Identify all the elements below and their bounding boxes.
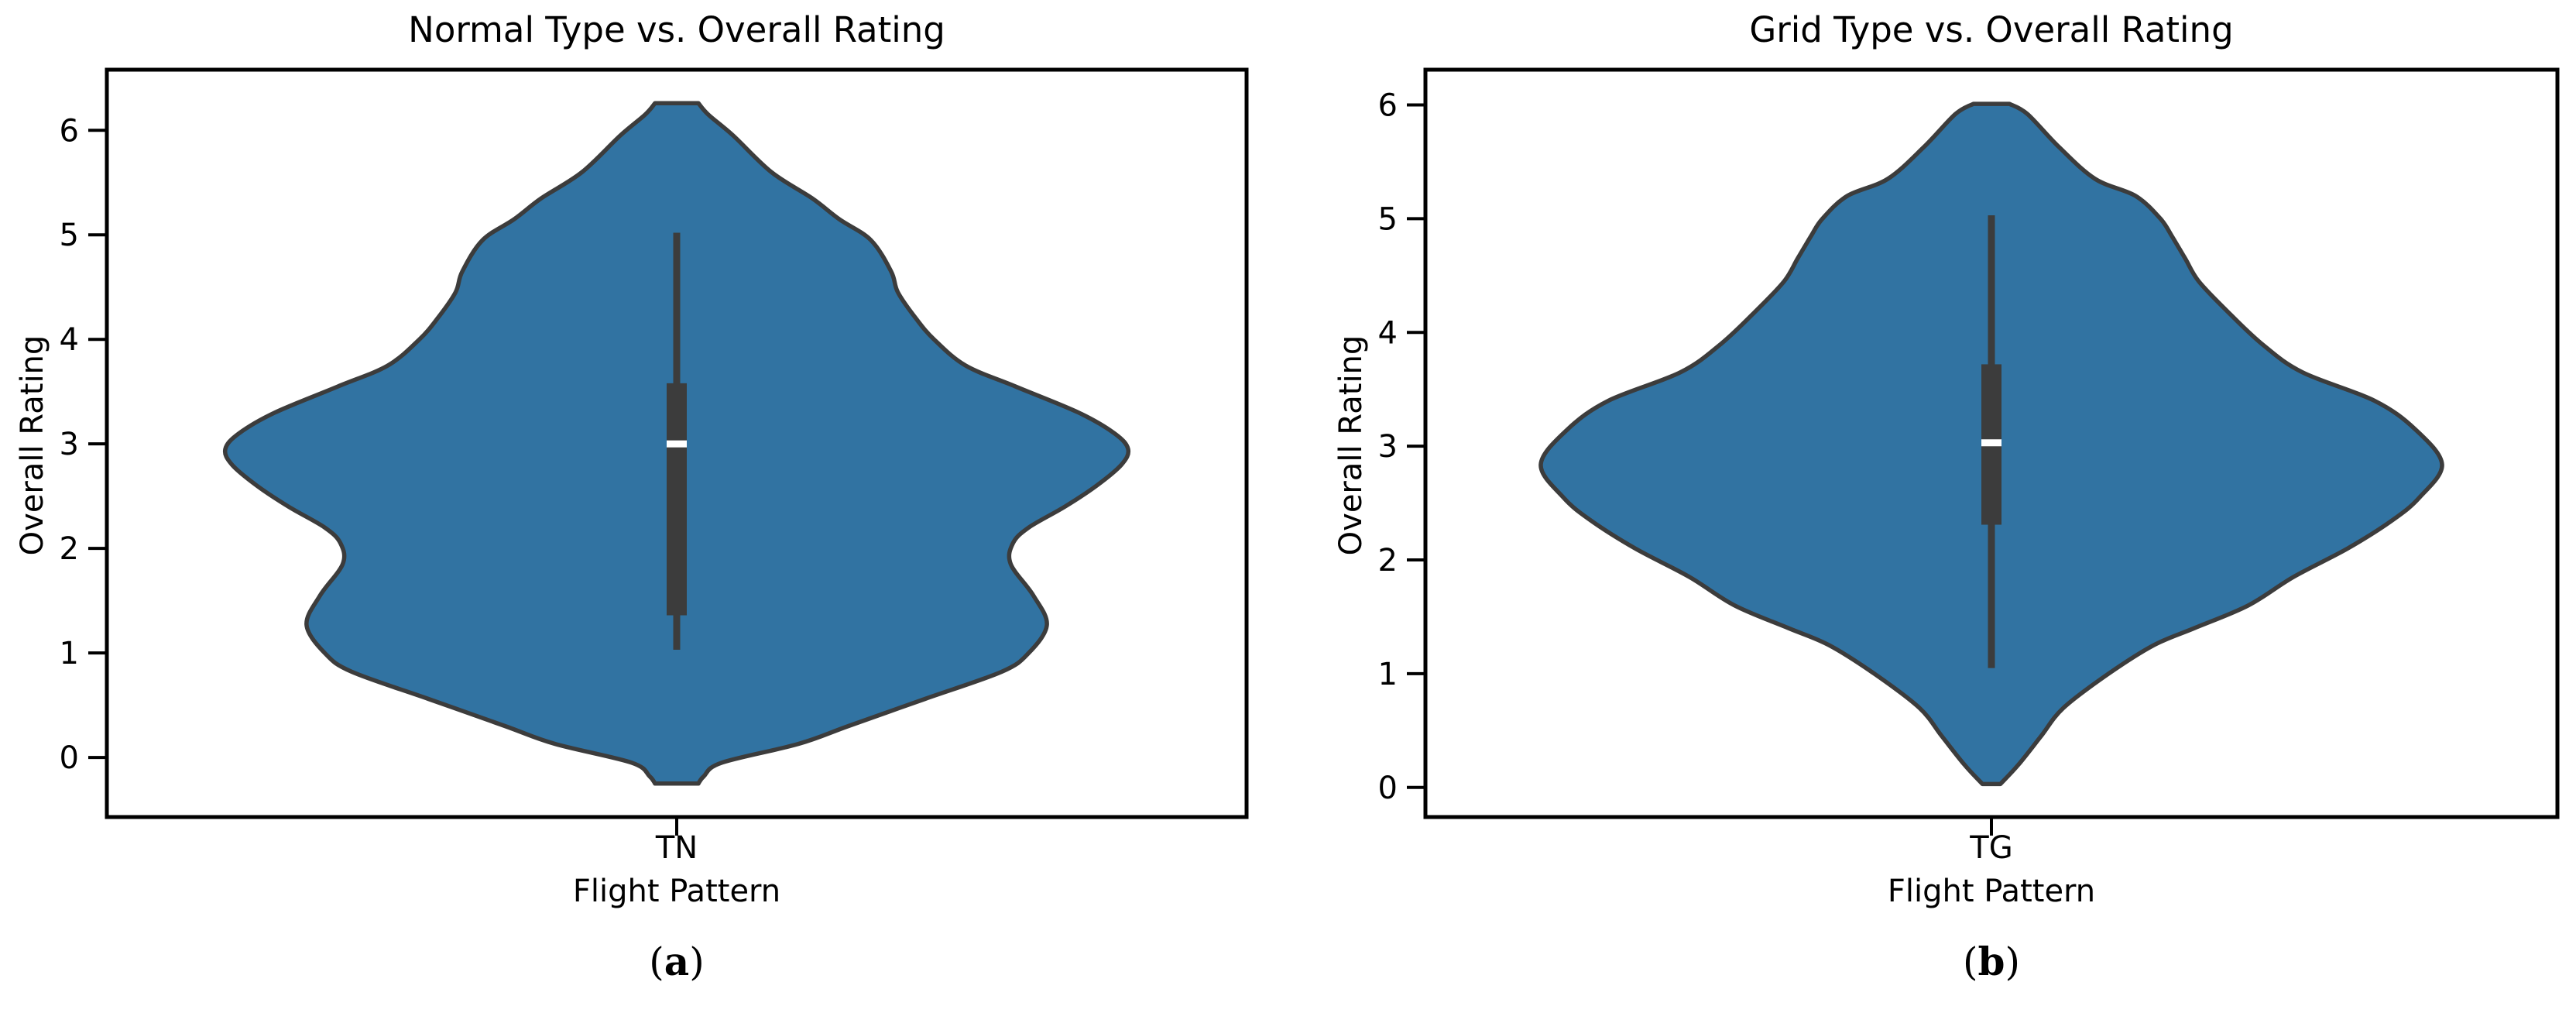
y-tick-label: 6: [60, 113, 79, 149]
y-tick-label: 3: [60, 427, 79, 462]
y-tick-label: 4: [60, 322, 79, 358]
y-tick-label: 6: [1378, 88, 1398, 124]
y-tick-label: 5: [1378, 201, 1398, 237]
caption-paren: (: [1963, 939, 1978, 984]
violin-chart-a: 0 1 2 3 4 5 6: [60, 67, 1249, 836]
caption-paren: ): [2005, 939, 2020, 984]
chart-title: Grid Type vs. Overall Rating: [1749, 9, 2234, 50]
y-tick-label: 0: [1378, 771, 1398, 806]
violin-plot-panel-b: 0 1 2 3 4 5 6 Grid Type vs. Overall Rating Ove…: [1288, 0, 2576, 1030]
panel-caption: (a): [444, 939, 909, 984]
axes-spines: [105, 67, 1249, 819]
y-tick-label: 3: [1378, 429, 1398, 465]
y-tick-label: 0: [60, 740, 79, 776]
y-tick-label: 2: [60, 531, 79, 567]
y-axis-label: Overall Rating: [1333, 335, 1369, 556]
violin-plot-panel-a: 0 1 2 3 4 5 6 Normal Type vs. Overall Rating O…: [15, 9, 1249, 984]
x-tick-label: TN: [655, 830, 698, 866]
median-marker: [1981, 439, 2001, 447]
axes-spines: [1423, 67, 2560, 819]
x-tick-label: TG: [1970, 830, 2013, 866]
x-axis-label: Flight Pattern: [572, 874, 781, 909]
y-tick-label: 1: [60, 636, 79, 671]
caption-paren: ): [689, 939, 705, 984]
y-tick-label: 1: [1378, 657, 1398, 692]
caption-paren: (: [649, 939, 664, 984]
panel-caption: (b): [1759, 939, 2224, 984]
violin-chart-b: 0 1 2 3 4 5 6: [1378, 67, 2560, 836]
iqr-box: [667, 383, 687, 616]
chart-title: Normal Type vs. Overall Rating: [408, 9, 945, 50]
caption-letter: a: [664, 939, 690, 984]
y-tick-label: 5: [60, 218, 79, 253]
caption-letter: b: [1977, 939, 2005, 984]
y-tick-label: 4: [1378, 315, 1398, 351]
median-marker: [667, 440, 687, 448]
y-tick-label: 2: [1378, 543, 1398, 579]
x-axis-label: Flight Pattern: [1887, 874, 2096, 909]
y-axis-label: Overall Rating: [15, 335, 50, 556]
